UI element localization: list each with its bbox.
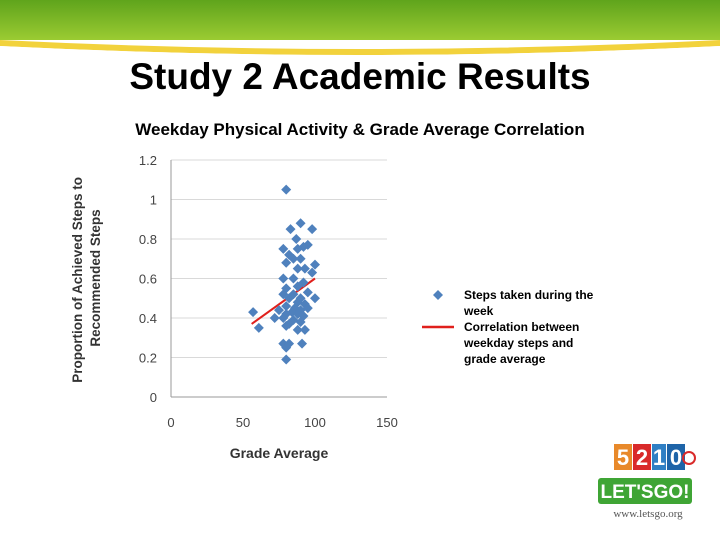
logo-digit-2: 2 [636,445,648,470]
data-point [269,313,280,323]
legend-item-trendline: Correlation between weekday steps and gr… [420,319,600,367]
data-point [278,313,289,323]
data-point [281,257,292,268]
y-tick-label: 1 [150,193,157,208]
data-point [310,293,320,304]
legend-label-trendline: Correlation between weekday steps and gr… [464,320,580,366]
data-point [281,320,292,331]
y-tick-label: 0.2 [139,351,157,366]
data-point [307,267,318,278]
data-point [302,287,313,298]
data-point [253,322,264,333]
y-axis-label: Proportion of Achieved Steps to Recommen… [70,173,103,383]
logo-url: www.letsgo.org [613,508,683,520]
x-axis-label: Grade Average [230,445,329,461]
logo-digit-5: 5 [617,445,629,470]
data-point [292,324,303,335]
data-point [295,316,306,327]
x-tick-label: 0 [167,415,174,430]
data-point [281,301,292,312]
legend-item-points: Steps taken during the week [420,287,600,319]
line-marker-icon [422,325,454,329]
data-point [288,273,299,284]
chart-legend: Steps taken during the week Correlation … [420,287,600,367]
data-point [281,184,292,195]
data-point [295,253,306,264]
data-point [307,224,318,235]
logo-digit-1: 1 [653,445,665,470]
data-point [281,342,292,353]
data-point [292,263,303,274]
data-point [285,224,296,235]
data-point [278,243,289,254]
x-tick-label: 50 [236,415,250,430]
diamond-marker-icon [433,290,443,300]
data-point [248,307,259,318]
data-point [299,263,310,274]
data-point [278,273,289,284]
y-tick-label: 1.2 [139,153,157,168]
slide-title: Study 2 Academic Results [129,56,591,97]
y-tick-label: 0.6 [139,272,157,287]
data-point [299,324,310,335]
chart-subtitle: Weekday Physical Activity & Grade Averag… [135,120,585,139]
data-point [292,243,303,254]
y-tick-label: 0.8 [139,232,157,247]
data-point [295,218,306,229]
data-point [297,338,308,349]
data-point [310,259,320,270]
data-point [281,354,292,365]
x-tick-label: 150 [376,415,398,430]
data-point [302,303,313,314]
y-tick-label: 0 [150,390,157,405]
letsgo-logo: 5 2 1 0 LET'SGO! [598,444,696,504]
data-point [274,305,284,316]
data-point [292,281,303,292]
x-tick-label: 100 [304,415,326,430]
legend-label-points: Steps taken during the week [464,288,594,318]
header-banner [0,0,720,59]
data-point [284,293,295,304]
data-point [288,253,299,264]
data-point [291,234,302,244]
logo-digit-0: 0 [670,445,682,470]
logo-wordmark: LET'SGO! [601,482,690,503]
y-tick-label: 0.4 [139,311,157,326]
